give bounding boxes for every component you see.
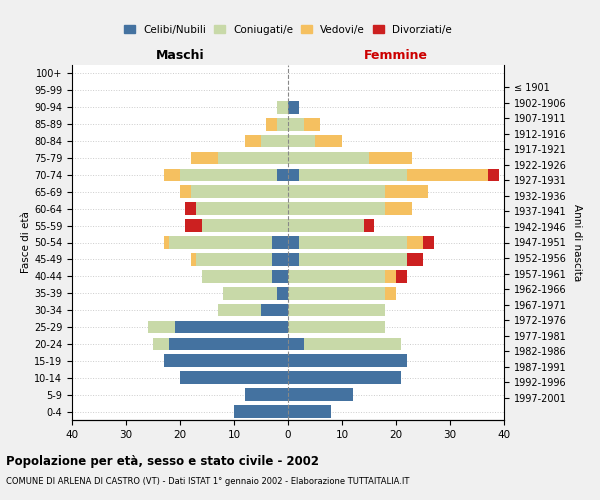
Bar <box>261 304 288 316</box>
Bar <box>369 152 412 164</box>
Bar <box>164 168 180 181</box>
Bar <box>304 118 320 130</box>
Bar <box>191 152 218 164</box>
Bar <box>180 186 191 198</box>
Bar <box>315 134 342 147</box>
Bar <box>245 388 288 401</box>
Bar <box>364 220 374 232</box>
Bar <box>164 354 288 367</box>
Bar <box>288 270 385 282</box>
Bar <box>288 304 385 316</box>
Bar <box>169 338 288 350</box>
Bar <box>153 338 169 350</box>
Bar <box>385 270 396 282</box>
Bar <box>299 236 407 249</box>
Bar <box>191 186 288 198</box>
Bar <box>202 220 288 232</box>
Bar <box>288 338 304 350</box>
Bar <box>288 388 353 401</box>
Bar <box>191 253 196 266</box>
Bar <box>272 270 288 282</box>
Bar <box>299 168 407 181</box>
Bar <box>488 168 499 181</box>
Bar <box>261 134 288 147</box>
Bar <box>385 287 396 300</box>
Bar <box>180 168 277 181</box>
Bar <box>407 236 423 249</box>
Bar <box>288 118 304 130</box>
Bar <box>407 253 423 266</box>
Bar <box>218 304 261 316</box>
Bar <box>234 405 288 418</box>
Bar <box>288 287 385 300</box>
Bar <box>288 236 299 249</box>
Bar <box>288 134 315 147</box>
Bar <box>423 236 434 249</box>
Bar <box>277 287 288 300</box>
Bar <box>396 270 407 282</box>
Bar <box>288 168 299 181</box>
Bar <box>288 320 385 334</box>
Bar <box>196 202 288 215</box>
Bar <box>164 236 169 249</box>
Bar <box>288 101 299 114</box>
Y-axis label: Anni di nascita: Anni di nascita <box>572 204 582 281</box>
Bar <box>148 320 175 334</box>
Bar <box>196 253 272 266</box>
Bar <box>223 287 277 300</box>
Text: Popolazione per età, sesso e stato civile - 2002: Popolazione per età, sesso e stato civil… <box>6 455 319 468</box>
Bar <box>288 354 407 367</box>
Legend: Celibi/Nubili, Coniugati/e, Vedovi/e, Divorziati/e: Celibi/Nubili, Coniugati/e, Vedovi/e, Di… <box>120 20 456 39</box>
Bar <box>288 202 385 215</box>
Bar <box>169 236 272 249</box>
Bar <box>180 372 288 384</box>
Bar <box>272 236 288 249</box>
Text: Maschi: Maschi <box>155 48 205 62</box>
Bar <box>266 118 277 130</box>
Bar <box>202 270 272 282</box>
Bar <box>288 152 369 164</box>
Text: COMUNE DI ARLENA DI CASTRO (VT) - Dati ISTAT 1° gennaio 2002 - Elaborazione TUTT: COMUNE DI ARLENA DI CASTRO (VT) - Dati I… <box>6 478 409 486</box>
Bar <box>288 372 401 384</box>
Text: Femmine: Femmine <box>364 48 428 62</box>
Bar <box>277 101 288 114</box>
Bar <box>185 220 202 232</box>
Bar <box>288 405 331 418</box>
Bar <box>185 202 196 215</box>
Bar <box>277 168 288 181</box>
Bar <box>277 118 288 130</box>
Bar <box>304 338 401 350</box>
Bar <box>245 134 261 147</box>
Bar <box>299 253 407 266</box>
Bar <box>288 253 299 266</box>
Bar <box>385 202 412 215</box>
Bar <box>272 253 288 266</box>
Y-axis label: Fasce di età: Fasce di età <box>21 212 31 274</box>
Bar <box>385 186 428 198</box>
Bar <box>175 320 288 334</box>
Bar <box>288 186 385 198</box>
Bar <box>288 220 364 232</box>
Bar <box>218 152 288 164</box>
Bar <box>407 168 488 181</box>
